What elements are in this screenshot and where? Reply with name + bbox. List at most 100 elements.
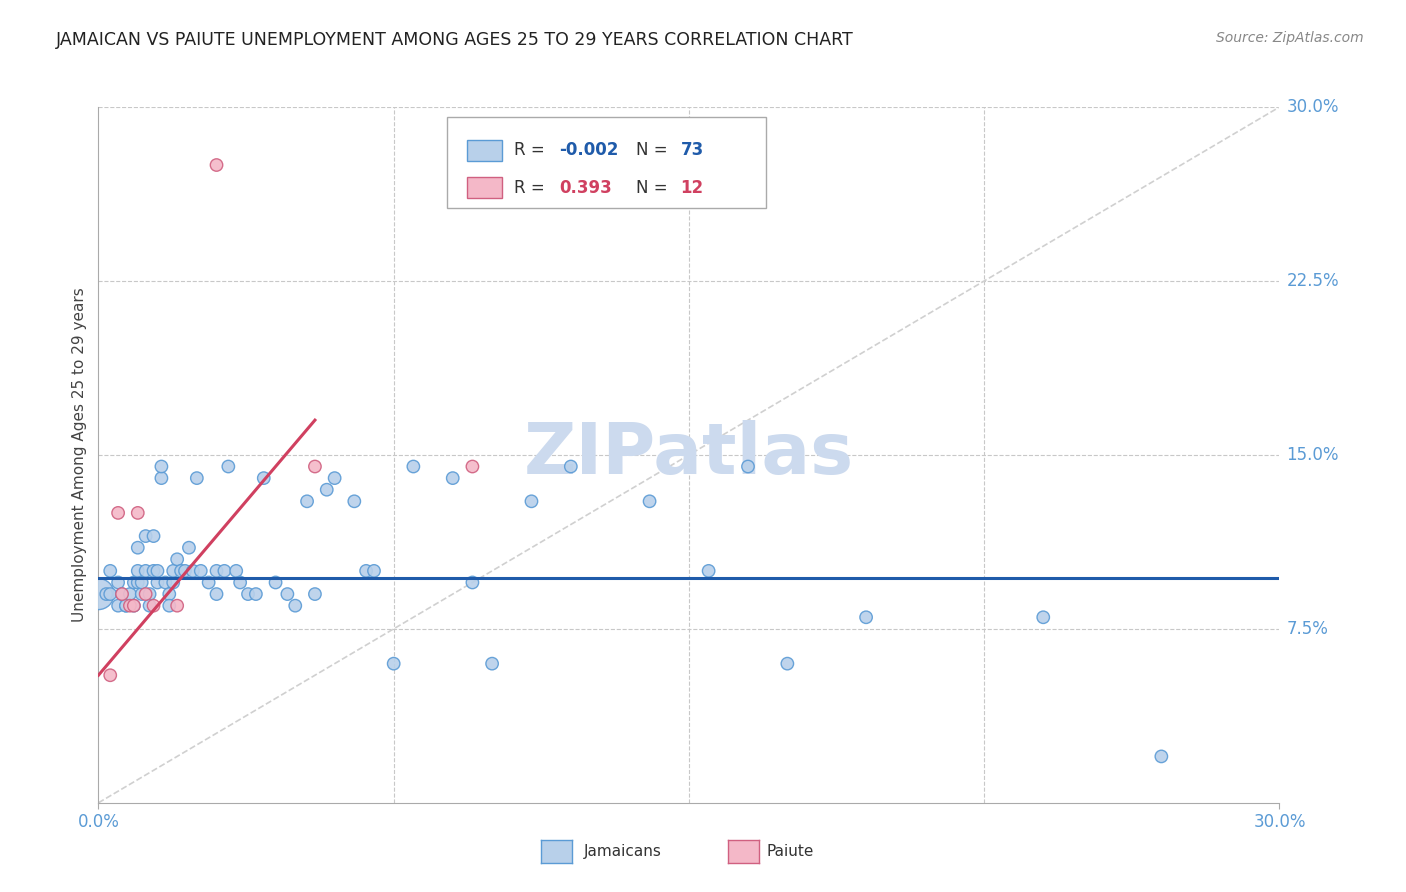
Point [205, 158, 228, 172]
Point [229, 575, 252, 590]
Point [343, 494, 366, 508]
Point [157, 599, 180, 613]
Point [146, 575, 169, 590]
Point [115, 599, 138, 613]
Point [131, 575, 153, 590]
Point [166, 599, 188, 613]
Point [190, 564, 212, 578]
Point [638, 494, 661, 508]
Point [142, 564, 165, 578]
Point [135, 529, 157, 543]
Point [304, 587, 326, 601]
Point [107, 506, 129, 520]
Point [142, 529, 165, 543]
Point [122, 599, 145, 613]
Point [111, 587, 134, 601]
Point [131, 587, 153, 601]
Point [138, 587, 160, 601]
Point [697, 564, 720, 578]
Point [441, 471, 464, 485]
Text: Source: ZipAtlas.com: Source: ZipAtlas.com [1216, 31, 1364, 45]
Text: 7.5%: 7.5% [1286, 620, 1329, 638]
Point [276, 587, 298, 601]
Point [118, 587, 141, 601]
Point [1032, 610, 1054, 624]
Point [162, 575, 184, 590]
Text: -0.002: -0.002 [560, 141, 619, 159]
Point [304, 459, 326, 474]
Point [245, 587, 267, 601]
Text: N =: N = [636, 178, 668, 197]
Point [461, 459, 484, 474]
Text: JAMAICAN VS PAIUTE UNEMPLOYMENT AMONG AGES 25 TO 29 YEARS CORRELATION CHART: JAMAICAN VS PAIUTE UNEMPLOYMENT AMONG AG… [56, 31, 853, 49]
Text: N =: N = [636, 141, 668, 159]
Y-axis label: Unemployment Among Ages 25 to 29 years: Unemployment Among Ages 25 to 29 years [72, 287, 87, 623]
Point [122, 599, 145, 613]
Point [284, 599, 307, 613]
Point [225, 564, 247, 578]
Point [205, 564, 228, 578]
Point [174, 564, 197, 578]
Point [127, 575, 149, 590]
Point [127, 541, 149, 555]
Point [264, 575, 287, 590]
Point [166, 552, 188, 566]
Point [181, 564, 204, 578]
Point [150, 471, 173, 485]
Point [363, 564, 385, 578]
Point [315, 483, 337, 497]
Point [98, 668, 121, 682]
Text: 30.0%: 30.0% [1286, 98, 1339, 116]
Point [323, 471, 346, 485]
Point [96, 587, 118, 601]
Text: R =: R = [515, 178, 546, 197]
Point [87, 587, 110, 601]
Point [186, 471, 208, 485]
Point [98, 587, 121, 601]
Point [1150, 749, 1173, 764]
Point [157, 587, 180, 601]
Point [776, 657, 799, 671]
Point [560, 459, 582, 474]
Text: 73: 73 [681, 141, 704, 159]
Point [111, 587, 134, 601]
Point [402, 459, 425, 474]
Point [205, 587, 228, 601]
Point [170, 564, 193, 578]
Point [115, 599, 138, 613]
Text: 15.0%: 15.0% [1286, 446, 1339, 464]
Point [253, 471, 276, 485]
Point [107, 575, 129, 590]
Point [382, 657, 405, 671]
Point [118, 599, 141, 613]
FancyBboxPatch shape [467, 178, 502, 198]
Point [150, 459, 173, 474]
Point [98, 564, 121, 578]
Point [481, 657, 503, 671]
Point [217, 459, 239, 474]
Point [177, 541, 200, 555]
Point [855, 610, 877, 624]
Point [107, 599, 129, 613]
Text: ZIPatlas: ZIPatlas [524, 420, 853, 490]
Text: 12: 12 [681, 178, 704, 197]
Point [146, 564, 169, 578]
FancyBboxPatch shape [467, 140, 502, 161]
Point [236, 587, 259, 601]
Point [162, 564, 184, 578]
Point [737, 459, 759, 474]
Text: 22.5%: 22.5% [1286, 272, 1339, 290]
Point [127, 506, 149, 520]
Point [214, 564, 236, 578]
Point [135, 564, 157, 578]
Point [135, 587, 157, 601]
Point [295, 494, 318, 508]
Point [520, 494, 543, 508]
Text: R =: R = [515, 141, 546, 159]
Point [127, 564, 149, 578]
Point [142, 599, 165, 613]
Text: Jamaicans: Jamaicans [583, 845, 661, 859]
Text: 0.393: 0.393 [560, 178, 612, 197]
Point [197, 575, 219, 590]
FancyBboxPatch shape [447, 118, 766, 208]
